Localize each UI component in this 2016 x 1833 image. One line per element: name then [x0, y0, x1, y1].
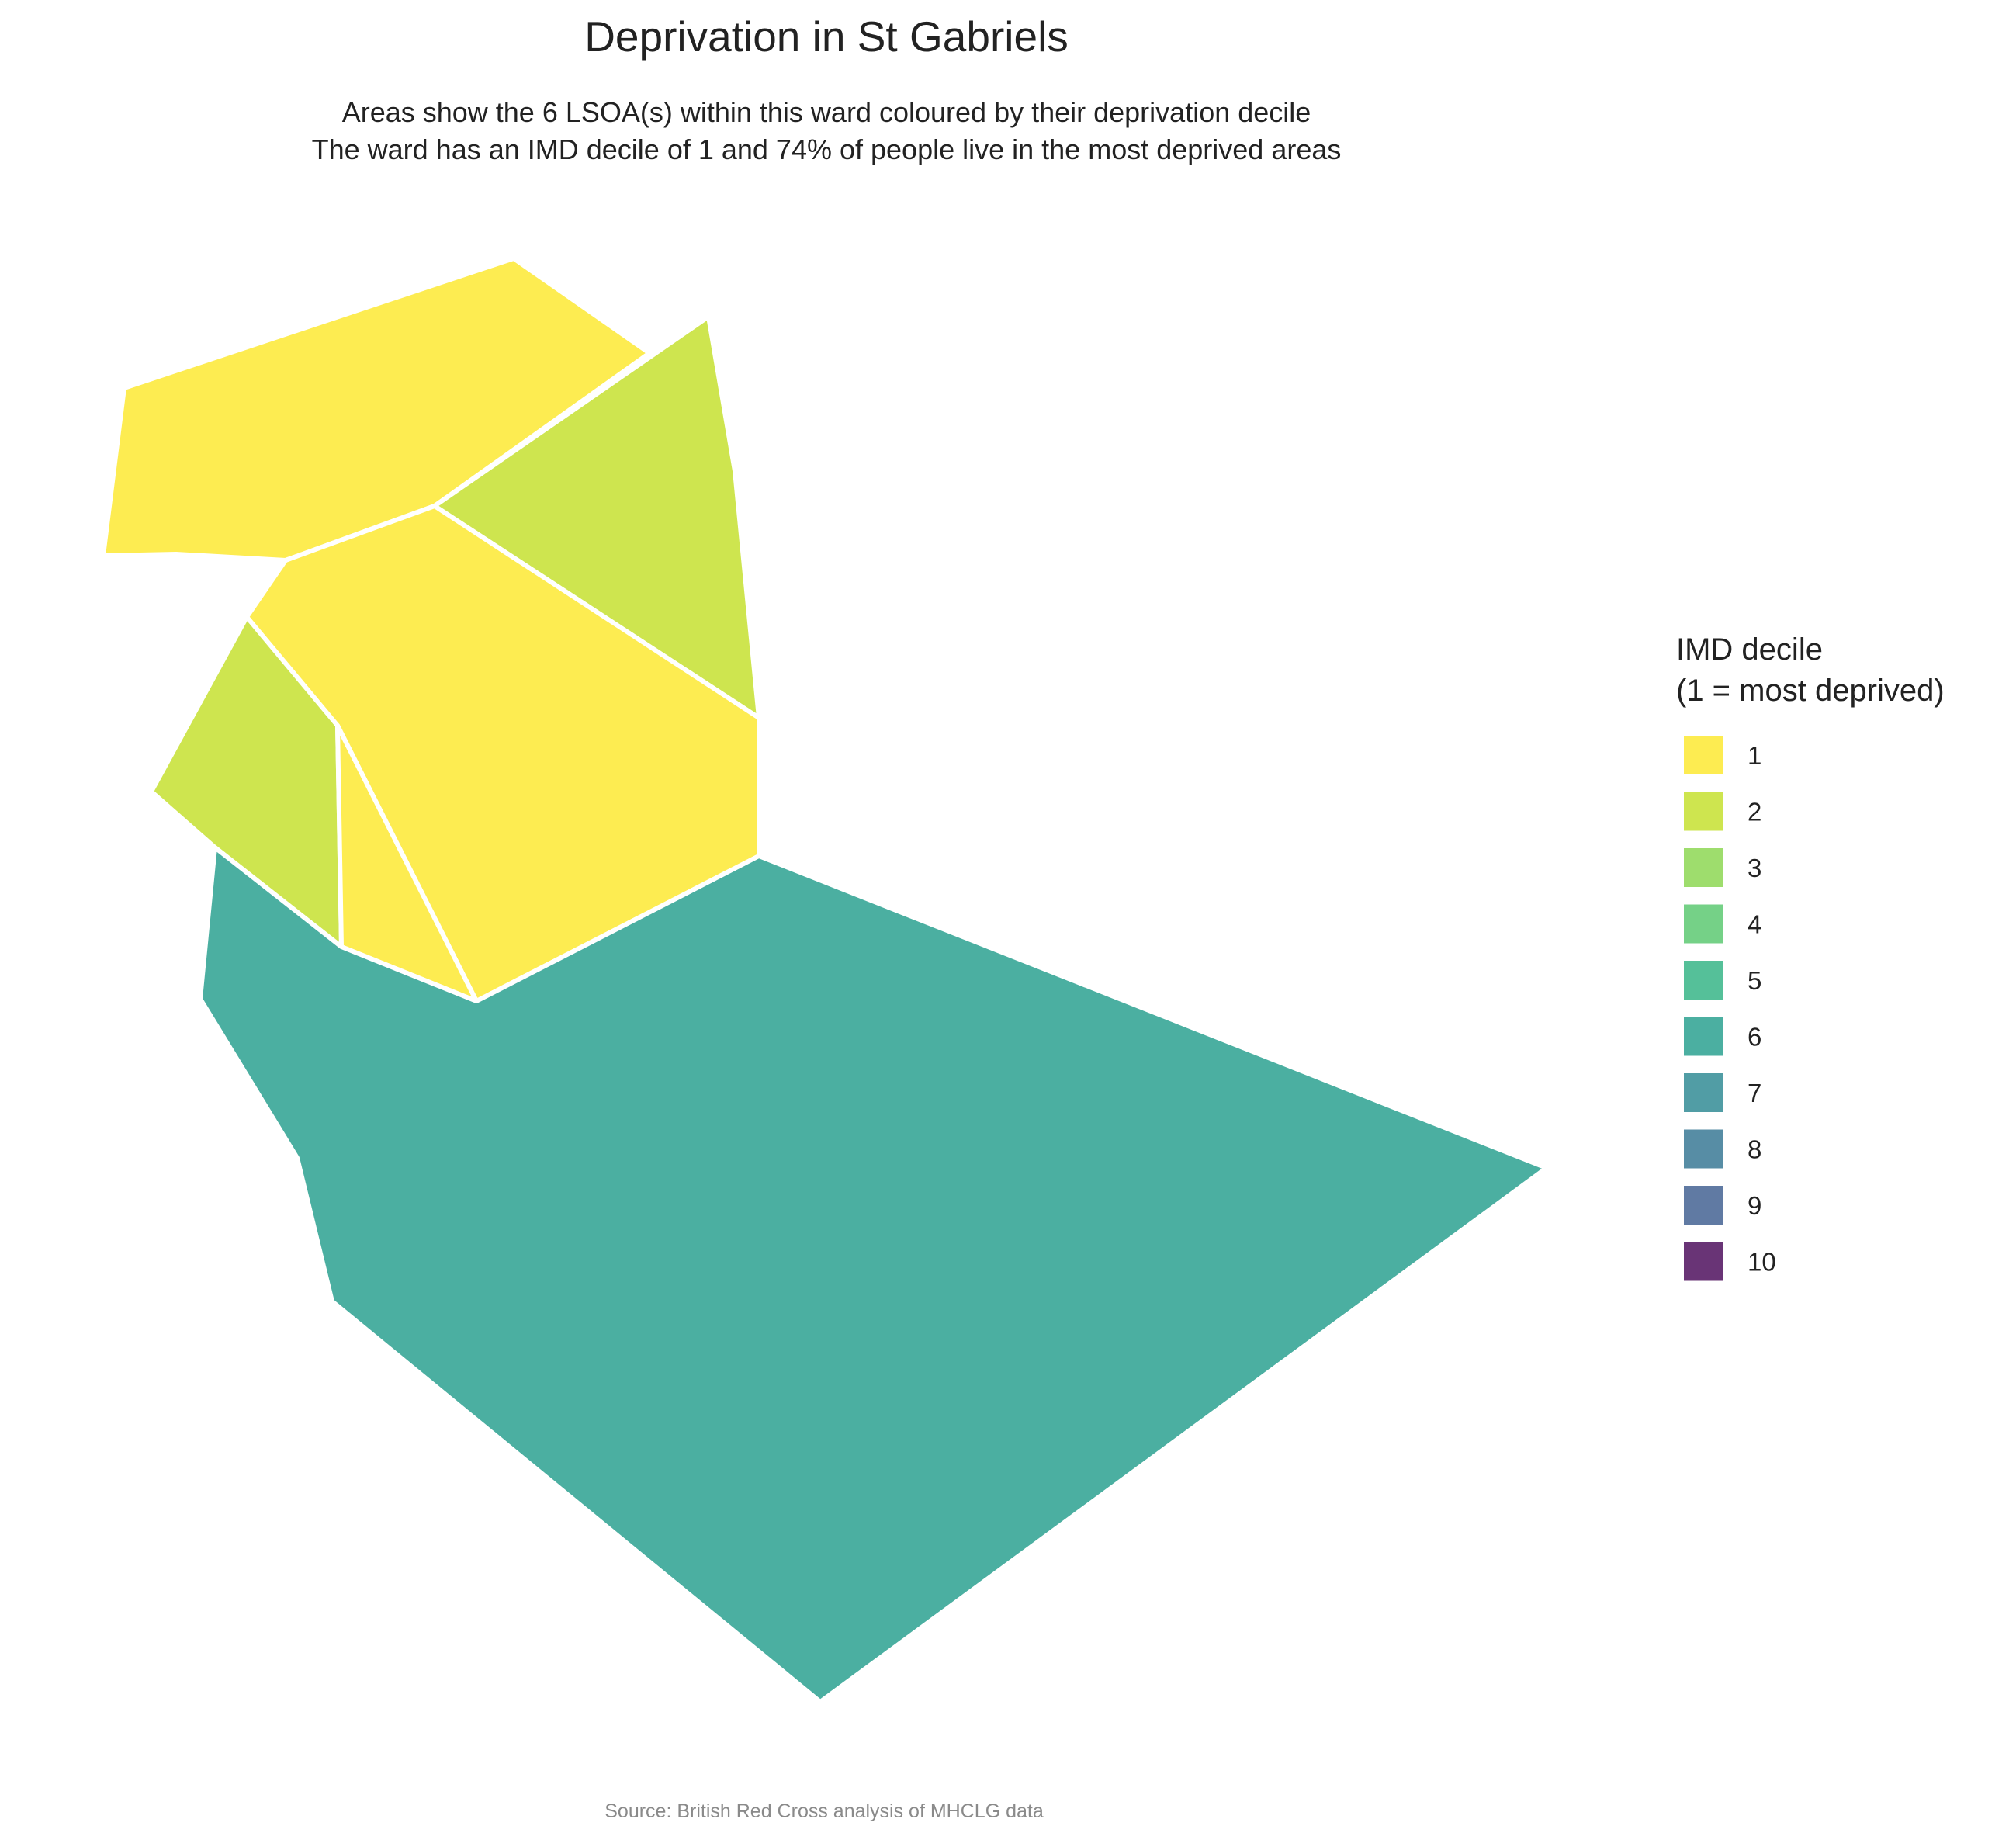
source-caption: Source: British Red Cross analysis of MH… [604, 1800, 1044, 1822]
legend-key-1 [1684, 736, 1723, 774]
map-subtitle-line-2: The ward has an IMD decile of 1 and 74% … [312, 133, 1342, 165]
legend-label-9: 9 [1748, 1191, 1761, 1220]
legend-label-7: 7 [1748, 1079, 1761, 1107]
legend-title-line-1: IMD decile [1676, 632, 1823, 667]
legend-key-4 [1684, 904, 1723, 944]
legend: IMD decile (1 = most deprived) 1 2 3 4 5 6 7 8 9… [1676, 632, 1945, 1281]
legend-label-5: 5 [1748, 966, 1761, 995]
legend-label-4: 4 [1748, 910, 1761, 939]
legend-label-8: 8 [1748, 1135, 1761, 1164]
legend-key-6 [1684, 1017, 1723, 1056]
legend-label-3: 3 [1748, 854, 1761, 882]
legend-label-10: 10 [1748, 1248, 1776, 1277]
legend-label-1: 1 [1748, 741, 1761, 770]
lsoa-areas [101, 256, 1549, 1704]
legend-label-6: 6 [1748, 1023, 1761, 1052]
legend-key-7 [1684, 1073, 1723, 1112]
lsoa-area-south[interactable] [198, 845, 1549, 1704]
map-subtitle-line-1: Areas show the 6 LSOA(s) within this war… [342, 96, 1311, 128]
legend-key-8 [1684, 1129, 1723, 1169]
map-title: Deprivation in St Gabriels [584, 12, 1069, 61]
legend-label-2: 2 [1748, 798, 1761, 826]
legend-key-5 [1684, 961, 1723, 1000]
legend-key-2 [1684, 792, 1723, 831]
legend-title-line-2: (1 = most deprived) [1676, 674, 1945, 708]
legend-key-9 [1684, 1186, 1723, 1225]
legend-key-10 [1684, 1242, 1723, 1281]
legend-items: 1 2 3 4 5 6 7 8 9 10 [1684, 736, 1776, 1281]
legend-key-3 [1684, 848, 1723, 887]
